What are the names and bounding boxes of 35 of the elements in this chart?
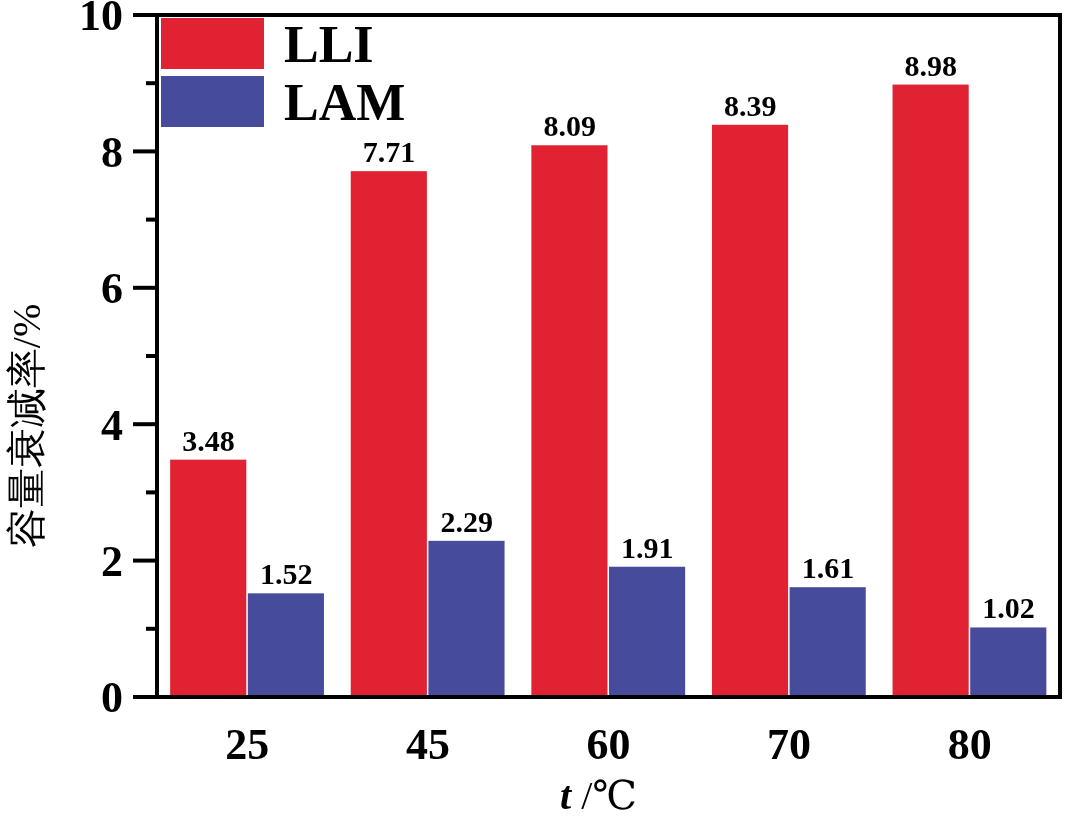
bar xyxy=(609,566,686,697)
x-tick-label: 70 xyxy=(767,720,812,769)
legend-label: LLI xyxy=(284,16,374,74)
y-tick-label: 10 xyxy=(79,0,123,41)
legend-label: LAM xyxy=(284,74,406,132)
bar xyxy=(350,171,427,697)
y-tick-label: 8 xyxy=(101,127,123,177)
y-tick-label: 6 xyxy=(101,264,123,314)
y-axis-title: 容量衰减率/% xyxy=(4,303,49,549)
bar xyxy=(789,587,866,697)
bar xyxy=(247,593,324,697)
y-tick-label: 4 xyxy=(101,400,123,450)
data-label: 7.71 xyxy=(362,135,416,169)
x-axis-title: t /℃ xyxy=(560,773,637,818)
bar xyxy=(970,627,1047,697)
bar xyxy=(892,84,969,697)
data-label: 1.61 xyxy=(801,551,855,585)
data-label: 2.29 xyxy=(440,504,493,538)
bar xyxy=(711,124,789,697)
data-label: 1.02 xyxy=(982,591,1035,625)
x-tick-label: 25 xyxy=(225,720,270,769)
bar xyxy=(170,459,247,697)
y-tick-label: 2 xyxy=(101,537,123,586)
data-label: 3.48 xyxy=(182,423,235,457)
bar xyxy=(531,145,608,697)
data-label: 8.39 xyxy=(724,88,777,122)
x-tick-label: 80 xyxy=(947,720,992,769)
y-tick-label: 0 xyxy=(101,673,123,723)
data-label: 1.52 xyxy=(259,557,313,591)
data-label: 8.98 xyxy=(904,48,958,82)
x-tick-label: 45 xyxy=(405,720,450,769)
data-label: 8.09 xyxy=(543,109,596,143)
x-tick-label: 60 xyxy=(586,720,631,769)
bar xyxy=(428,540,505,697)
data-label: 1.91 xyxy=(621,530,674,564)
